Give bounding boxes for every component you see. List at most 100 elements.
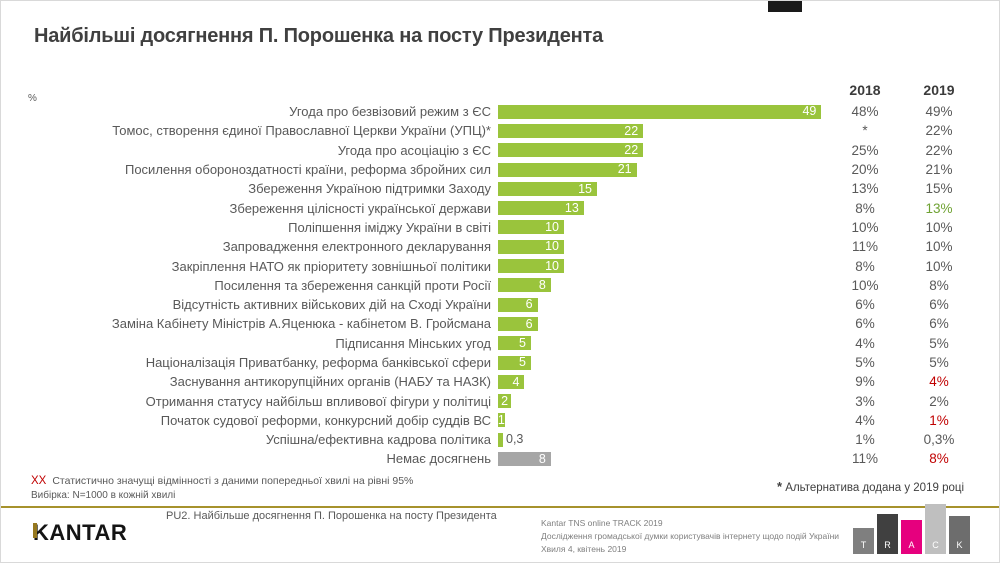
- green-bar: 6: [498, 316, 538, 331]
- row-label: Успішна/ефективна кадрова політика: [265, 432, 491, 448]
- sample-note: Вибірка: N=1000 в кожній хвилі: [31, 490, 176, 501]
- row-label: Посилення обороноздатності країни, рефор…: [124, 162, 491, 178]
- bar-value: 6: [525, 297, 533, 312]
- value-2019: 6%: [929, 297, 949, 313]
- value-2019: 21%: [925, 162, 953, 178]
- bar-area: 8: [498, 449, 828, 468]
- table-row: Посилення обороноздатності країни, рефор…: [31, 160, 976, 179]
- value-2018: 20%: [851, 162, 879, 178]
- value-2018: 6%: [855, 316, 875, 332]
- table-row: Отримання статусу найбільш впливової фіг…: [31, 391, 976, 410]
- row-label: Заміна Кабінету Міністрів А.Яценюка - ка…: [111, 316, 491, 332]
- track-logo-bar-k: K: [949, 516, 970, 554]
- track-logo-bar-r: R: [877, 514, 898, 554]
- value-2019: 2%: [929, 393, 949, 409]
- bar-value: 0,3: [506, 432, 524, 447]
- row-label: Угода про безвізовий режим з ЄС: [289, 104, 491, 120]
- bar-area: 6: [498, 314, 828, 333]
- column-header-2018: 2018: [849, 82, 881, 98]
- value-2019: 22%: [925, 142, 953, 158]
- table-row: Угода про асоціацію з ЄС 22 25% 22%: [31, 141, 976, 160]
- value-2019: 22%: [925, 123, 953, 139]
- value-2019: 5%: [929, 335, 949, 351]
- green-bar: 8: [498, 278, 551, 293]
- row-label: Запровадження електронного декларування: [222, 239, 491, 255]
- value-2019: 0,3%: [923, 432, 955, 448]
- row-label: Угода про асоціацію з ЄС: [337, 142, 491, 158]
- green-bar: 22: [498, 143, 644, 158]
- bar-area: 10: [498, 218, 828, 237]
- green-bar: 15: [498, 181, 597, 196]
- row-label: Томос, створення єдиної Православної Цер…: [112, 123, 491, 139]
- kantar-logo: KANTAR: [33, 520, 128, 545]
- table-row: Початок судової реформи, конкурсний добі…: [31, 411, 976, 430]
- value-2019: 8%: [929, 451, 949, 467]
- value-2019: 15%: [925, 181, 953, 197]
- source-line-1: Kantar TNS online TRACK 2019: [541, 518, 663, 528]
- bar-area: 2: [498, 391, 828, 410]
- bar-value: 8: [538, 451, 546, 466]
- bar-area: 15: [498, 179, 828, 198]
- table-row: Томос, створення єдиної Православної Цер…: [31, 121, 976, 140]
- green-bar: 6: [498, 297, 538, 312]
- value-2019: 8%: [929, 277, 949, 293]
- bar-area: 1: [498, 411, 828, 430]
- track-logo-letter: K: [956, 540, 963, 550]
- bar-value: 5: [519, 355, 526, 370]
- significance-marker: ХХ: [31, 475, 47, 487]
- value-2019: 49%: [925, 104, 953, 120]
- green-bar: 10: [498, 220, 564, 235]
- value-2018: 3%: [855, 393, 875, 409]
- significance-note: ХХ Статистично значущі відмінності з дани…: [31, 475, 413, 487]
- value-2018: 5%: [855, 355, 875, 370]
- table-row: Збереження Україною підтримки Заходу 15 13…: [31, 179, 976, 198]
- track-logo-letter: T: [860, 540, 867, 550]
- value-2018: 48%: [851, 104, 879, 120]
- value-2018: 10%: [851, 219, 879, 235]
- slide-corner-mark: [768, 1, 802, 12]
- value-2018: 25%: [851, 142, 879, 158]
- row-label: Відсутність активних військових дій на С…: [172, 297, 491, 313]
- row-label: Збереження Україною підтримки Заходу: [248, 181, 491, 197]
- table-row: Заміна Кабінету Міністрів А.Яценюка - ка…: [31, 314, 976, 333]
- row-label: Отримання статусу найбільш впливової фіг…: [145, 393, 491, 409]
- value-2018: 8%: [855, 200, 875, 216]
- value-2018: 4%: [855, 335, 875, 351]
- value-2019: 10%: [925, 258, 953, 274]
- question-code-label: PU2. Найбільше досягнення П. Порошенка н…: [166, 510, 497, 522]
- row-label: Націоналізація Приватбанку, реформа банк…: [145, 355, 491, 370]
- bar-value: 22: [624, 123, 639, 138]
- green-bar: [498, 432, 503, 447]
- bar-value: 1: [497, 413, 505, 428]
- footer-divider-line: [1, 506, 999, 508]
- table-row: Збереження цілісності української держав…: [31, 198, 976, 217]
- bar-area: 10: [498, 256, 828, 275]
- green-bar: 13: [498, 201, 584, 216]
- value-2018: 9%: [855, 374, 875, 390]
- bar-value: 8: [538, 278, 546, 293]
- bar-value: 21: [617, 162, 632, 177]
- bar-value: 5: [519, 335, 526, 350]
- source-line-2: Дослідження громадської думки користувач…: [541, 531, 840, 542]
- table-row: Заснування антикорупційних органів (НАБУ…: [31, 372, 976, 391]
- track-logo-bar-c: C: [925, 504, 946, 554]
- track-logo-letter: R: [884, 540, 891, 550]
- table-row: Посилення та збереження санкцій проти Ро…: [31, 276, 976, 295]
- table-row: Успішна/ефективна кадрова політика 0,3 1% 0…: [31, 430, 976, 449]
- value-2018: 11%: [851, 451, 879, 467]
- bar-value: 15: [578, 181, 592, 196]
- row-label: Немає досягнень: [386, 451, 492, 467]
- bar-area: 6: [498, 295, 828, 314]
- table-row: Підписання Мінських угод 5 4% 5%: [31, 334, 976, 353]
- bar-area: 10: [498, 237, 828, 256]
- row-label: Заснування антикорупційних органів (НАБУ…: [169, 374, 491, 390]
- chart-rows: Угода про безвізовий режим з ЄС 49 48% 49% Т…: [31, 102, 976, 469]
- bar-area: 22: [498, 141, 828, 160]
- row-label: Поліпшення іміджу України в світі: [288, 219, 491, 235]
- value-2018: *: [862, 123, 868, 139]
- alternative-note: * Альтернатива додана у 2019 році: [777, 479, 964, 494]
- value-2018: 4%: [855, 412, 875, 428]
- bar-area: 13: [498, 198, 828, 217]
